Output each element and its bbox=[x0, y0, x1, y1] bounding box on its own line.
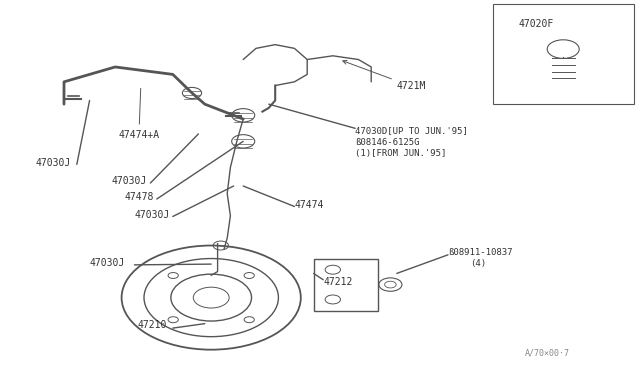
Text: 47030J: 47030J bbox=[90, 258, 125, 268]
Text: 47478: 47478 bbox=[125, 192, 154, 202]
Text: A/70×00·7: A/70×00·7 bbox=[525, 348, 570, 357]
Text: ß08146-6125G: ß08146-6125G bbox=[355, 138, 420, 147]
Text: (1)[FROM JUN.'95]: (1)[FROM JUN.'95] bbox=[355, 149, 447, 158]
Text: (4): (4) bbox=[470, 259, 486, 268]
Text: 47030J: 47030J bbox=[35, 157, 70, 167]
Text: 47474: 47474 bbox=[294, 200, 324, 210]
Text: ß08911-10837: ß08911-10837 bbox=[448, 248, 513, 257]
Bar bbox=[314, 259, 378, 311]
Text: 47474+A: 47474+A bbox=[118, 88, 159, 140]
Text: 47030J: 47030J bbox=[112, 176, 147, 186]
Text: 47212: 47212 bbox=[323, 276, 353, 286]
Text: 47210: 47210 bbox=[138, 320, 167, 330]
Text: 47030J: 47030J bbox=[134, 209, 170, 219]
Text: 47020F: 47020F bbox=[518, 19, 554, 29]
Text: 47030D[UP TO JUN.'95]: 47030D[UP TO JUN.'95] bbox=[355, 126, 468, 135]
Bar bbox=[493, 4, 634, 104]
Text: 4721M: 4721M bbox=[343, 60, 426, 91]
